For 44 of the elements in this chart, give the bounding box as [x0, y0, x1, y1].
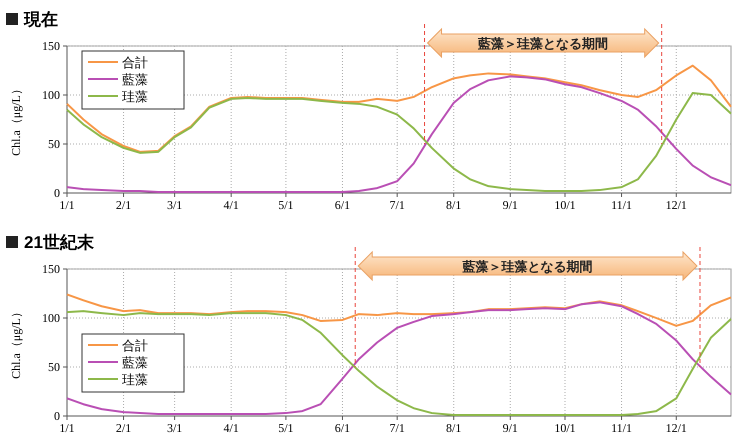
x-tick-label: 8/1 — [446, 198, 462, 212]
x-tick-label: 7/1 — [390, 198, 405, 212]
annotation: 藍藻＞珪藻となる期間 — [477, 36, 608, 52]
legend-label: 藍藻 — [122, 356, 148, 371]
x-tick-label: 10/1 — [554, 198, 576, 212]
y-tick-label: 0 — [54, 186, 60, 200]
x-tick-label: 12/1 — [666, 198, 687, 212]
x-tick-label: 3/1 — [166, 198, 182, 212]
x-tick-label: 3/1 — [166, 421, 182, 435]
x-tick-label: 1/1 — [59, 198, 75, 212]
chart-title: 21世紀末 — [24, 233, 95, 252]
legend-label: 合計 — [122, 339, 148, 354]
legend-label: 珪藻 — [122, 373, 148, 388]
x-tick-label: 2/1 — [116, 198, 132, 212]
x-tick-label: 5/1 — [278, 198, 294, 212]
x-tick-label: 2/1 — [116, 421, 132, 435]
x-tick-label: 7/1 — [390, 421, 405, 435]
legend-label: 珪藻 — [122, 90, 148, 105]
chart-title: 現在 — [23, 10, 58, 29]
y-axis-title: Chl.a（μg/L） — [9, 306, 23, 379]
x-tick-label: 6/1 — [334, 198, 350, 212]
annotation: 藍藻＞珪藻となる期間 — [462, 259, 593, 275]
x-tick-label: 5/1 — [278, 421, 294, 435]
y-tick-label: 150 — [42, 262, 60, 276]
x-tick-label: 6/1 — [334, 421, 350, 435]
y-tick-label: 150 — [42, 39, 60, 53]
legend-label: 合計 — [122, 56, 148, 71]
x-tick-label: 10/1 — [554, 421, 576, 435]
x-tick-label: 11/1 — [611, 421, 632, 435]
y-tick-label: 50 — [48, 360, 60, 374]
x-tick-label: 4/1 — [224, 421, 239, 435]
y-tick-label: 100 — [42, 88, 60, 102]
y-tick-label: 100 — [42, 311, 60, 325]
legend-label: 藍藻 — [122, 73, 148, 88]
x-tick-label: 1/1 — [59, 421, 75, 435]
y-tick-label: 50 — [48, 137, 60, 151]
x-tick-label: 11/1 — [611, 198, 632, 212]
x-tick-label: 9/1 — [502, 421, 518, 435]
x-tick-label: 8/1 — [446, 421, 462, 435]
y-axis-title: Chl.a（μg/L） — [9, 83, 23, 156]
x-tick-label: 4/1 — [224, 198, 239, 212]
x-tick-label: 9/1 — [502, 198, 518, 212]
x-tick-label: 12/1 — [666, 421, 687, 435]
y-tick-label: 0 — [54, 409, 60, 423]
